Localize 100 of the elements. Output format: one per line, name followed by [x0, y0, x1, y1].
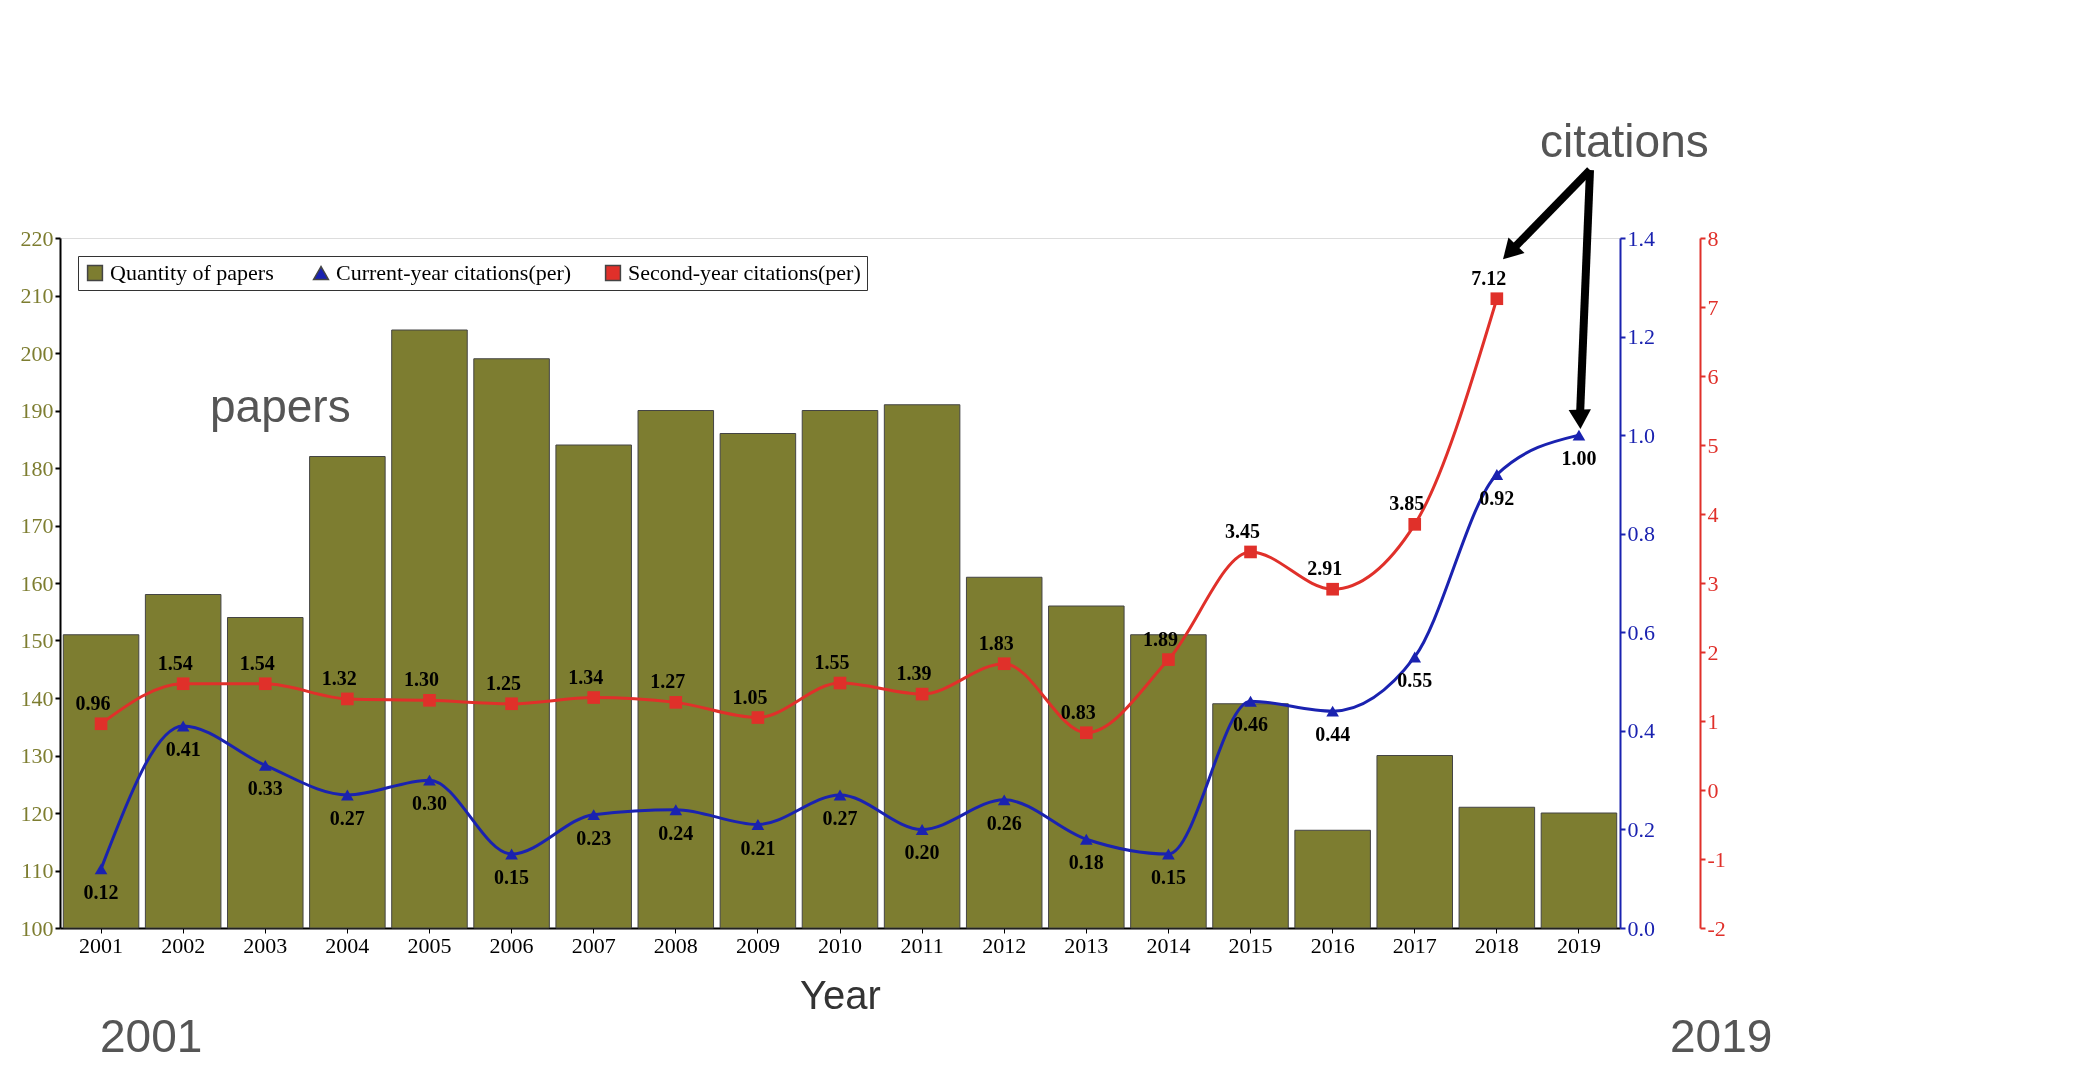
point — [833, 789, 847, 801]
x-tick-label: 2013 — [1064, 932, 1109, 958]
data-label: 0.24 — [658, 821, 694, 844]
data-label: 0.12 — [83, 880, 119, 903]
x-tick-label: 2015 — [1228, 932, 1273, 958]
y-tick-label: 100 — [20, 915, 54, 941]
point — [505, 848, 518, 860]
point — [669, 804, 683, 816]
point — [1079, 726, 1093, 740]
point — [1162, 653, 1175, 666]
data-label: 1.39 — [896, 662, 932, 685]
y-tick-label: 220 — [20, 225, 54, 251]
y-tick-label: 180 — [20, 455, 54, 481]
point — [423, 693, 436, 707]
y-tick-label: 120 — [20, 800, 54, 826]
data-label: 3.45 — [1225, 519, 1261, 542]
y3-tick-label: 0 — [1707, 777, 1719, 803]
x-tick-label: 2011 — [900, 932, 944, 958]
data-label: 0.20 — [904, 841, 940, 864]
point — [1326, 582, 1339, 596]
y-tick-label: 140 — [20, 685, 54, 711]
y-tick-label: 130 — [20, 743, 54, 768]
y2-tick-label: 1.4 — [1627, 225, 1655, 251]
legend-label: Current-year citations(per) — [336, 260, 572, 285]
data-label: 1.05 — [732, 685, 768, 708]
data-label: 0.18 — [1068, 851, 1104, 874]
x-tick-label: 2007 — [571, 932, 616, 958]
y3-tick-label: 2 — [1707, 639, 1719, 665]
data-label: 0.23 — [576, 826, 612, 849]
data-label: 1.25 — [486, 671, 522, 694]
point — [258, 759, 272, 771]
point — [341, 789, 354, 801]
y2-tick-label: 0.0 — [1627, 915, 1655, 941]
x-tick-label: 2001 — [79, 932, 124, 958]
y2-tick-label: 1.2 — [1627, 324, 1655, 350]
data-label: 0.83 — [1060, 700, 1096, 723]
x-axis-title: Year — [800, 972, 881, 1017]
point — [587, 691, 601, 704]
x-tick-label: 2017 — [1392, 932, 1437, 958]
x-tick-label: 2010 — [818, 932, 862, 958]
point — [258, 677, 272, 691]
data-label: 0.27 — [329, 806, 365, 829]
data-label: 1.32 — [321, 666, 357, 689]
data-label: 7.12 — [1471, 266, 1507, 289]
y-tick-label: 160 — [20, 570, 54, 596]
y3-tick-label: 1 — [1707, 708, 1719, 734]
point — [1572, 429, 1586, 441]
data-label: 0.27 — [822, 806, 858, 829]
data-label: 1.27 — [650, 670, 686, 693]
y-tick-label: 170 — [20, 513, 54, 538]
x-tick-label: 2006 — [489, 932, 534, 958]
point — [1408, 518, 1422, 531]
y3-tick-label: 8 — [1707, 225, 1719, 251]
data-label: 1.30 — [403, 668, 439, 691]
point — [1408, 651, 1422, 663]
data-label: 1.34 — [568, 665, 604, 688]
x-tick-label: 2005 — [407, 932, 452, 958]
y2-tick-label: 0.4 — [1627, 718, 1655, 744]
y3-tick-label: 4 — [1707, 501, 1719, 527]
point — [1244, 545, 1257, 559]
y-tick-label: 210 — [20, 283, 54, 308]
data-label: 0.44 — [1315, 723, 1351, 746]
data-label: 0.41 — [165, 737, 201, 760]
data-label: 0.30 — [411, 792, 447, 815]
point — [176, 677, 190, 691]
y2-tick-label: 0.8 — [1627, 521, 1655, 547]
data-label: 0.96 — [75, 691, 111, 714]
x-tick-label: 2019 — [1556, 932, 1601, 958]
y2-tick-label: 1.0 — [1627, 422, 1655, 448]
y-tick-label: 190 — [20, 398, 54, 423]
point — [751, 711, 765, 724]
point — [423, 774, 436, 786]
point — [833, 676, 847, 690]
point — [1490, 292, 1504, 306]
y-tick-label: 110 — [21, 858, 54, 883]
y3-tick-label: 5 — [1707, 432, 1719, 458]
data-label: 2.91 — [1307, 557, 1343, 580]
y3-tick-label: -2 — [1707, 915, 1726, 941]
data-label: 1.00 — [1561, 447, 1597, 470]
point — [915, 687, 929, 701]
y2-tick-label: 0.6 — [1627, 619, 1655, 645]
x-tick-label: 2012 — [982, 932, 1027, 958]
point — [1490, 469, 1504, 481]
point — [997, 657, 1011, 671]
x-tick-label: 2016 — [1310, 932, 1355, 958]
data-label: 1.83 — [978, 631, 1014, 654]
point — [176, 720, 190, 732]
point — [94, 717, 108, 731]
point — [1079, 833, 1093, 845]
data-label: 0.21 — [740, 836, 776, 859]
y3-tick-label: 6 — [1707, 363, 1719, 389]
x-tick-label: 2008 — [653, 932, 698, 958]
annotation: papers — [210, 380, 351, 432]
data-label: 0.46 — [1233, 713, 1269, 736]
point — [94, 863, 108, 875]
point — [1162, 848, 1175, 860]
point — [341, 692, 354, 706]
text: 2001 — [100, 1010, 203, 1062]
text: 2019 — [1670, 1010, 1773, 1062]
y3-tick-label: 7 — [1707, 294, 1719, 320]
